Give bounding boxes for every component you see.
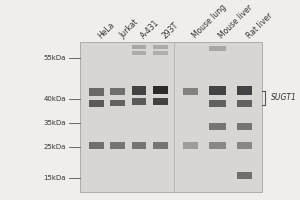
Bar (209, 86, 226, 95)
Text: 293T: 293T (160, 20, 180, 40)
Bar (110, 100, 125, 106)
Bar (132, 142, 146, 149)
Text: SUGT1: SUGT1 (271, 93, 297, 102)
Text: 55kDa: 55kDa (44, 55, 66, 61)
Bar (153, 86, 168, 94)
Bar (153, 98, 168, 105)
Bar (237, 86, 252, 95)
Text: 35kDa: 35kDa (44, 120, 66, 126)
Bar (237, 172, 252, 179)
Bar (153, 142, 168, 149)
Bar (132, 86, 146, 95)
Bar (110, 88, 125, 95)
Text: A-431: A-431 (139, 18, 161, 40)
Bar (237, 100, 252, 107)
Bar (110, 142, 125, 149)
Text: Rat liver: Rat liver (244, 11, 274, 40)
Bar (209, 100, 226, 107)
Bar (132, 51, 146, 55)
Text: Jurkat: Jurkat (118, 18, 140, 40)
Text: 25kDa: 25kDa (44, 144, 66, 150)
Bar (209, 142, 226, 149)
Bar (183, 88, 198, 95)
Bar (209, 46, 226, 51)
Bar (88, 142, 104, 149)
Text: HeLa: HeLa (96, 20, 116, 40)
Bar (237, 142, 252, 149)
Bar (80, 42, 262, 192)
Text: 15kDa: 15kDa (44, 175, 66, 181)
Bar (132, 45, 146, 49)
Bar (88, 88, 104, 96)
Text: Mouse lung: Mouse lung (190, 3, 228, 40)
Bar (237, 123, 252, 130)
Bar (88, 100, 104, 107)
Bar (209, 123, 226, 130)
Text: 40kDa: 40kDa (44, 96, 66, 102)
Bar (183, 142, 198, 149)
Bar (153, 51, 168, 55)
Bar (132, 98, 146, 105)
Text: Mouse liver: Mouse liver (218, 3, 255, 40)
Bar (153, 45, 168, 49)
